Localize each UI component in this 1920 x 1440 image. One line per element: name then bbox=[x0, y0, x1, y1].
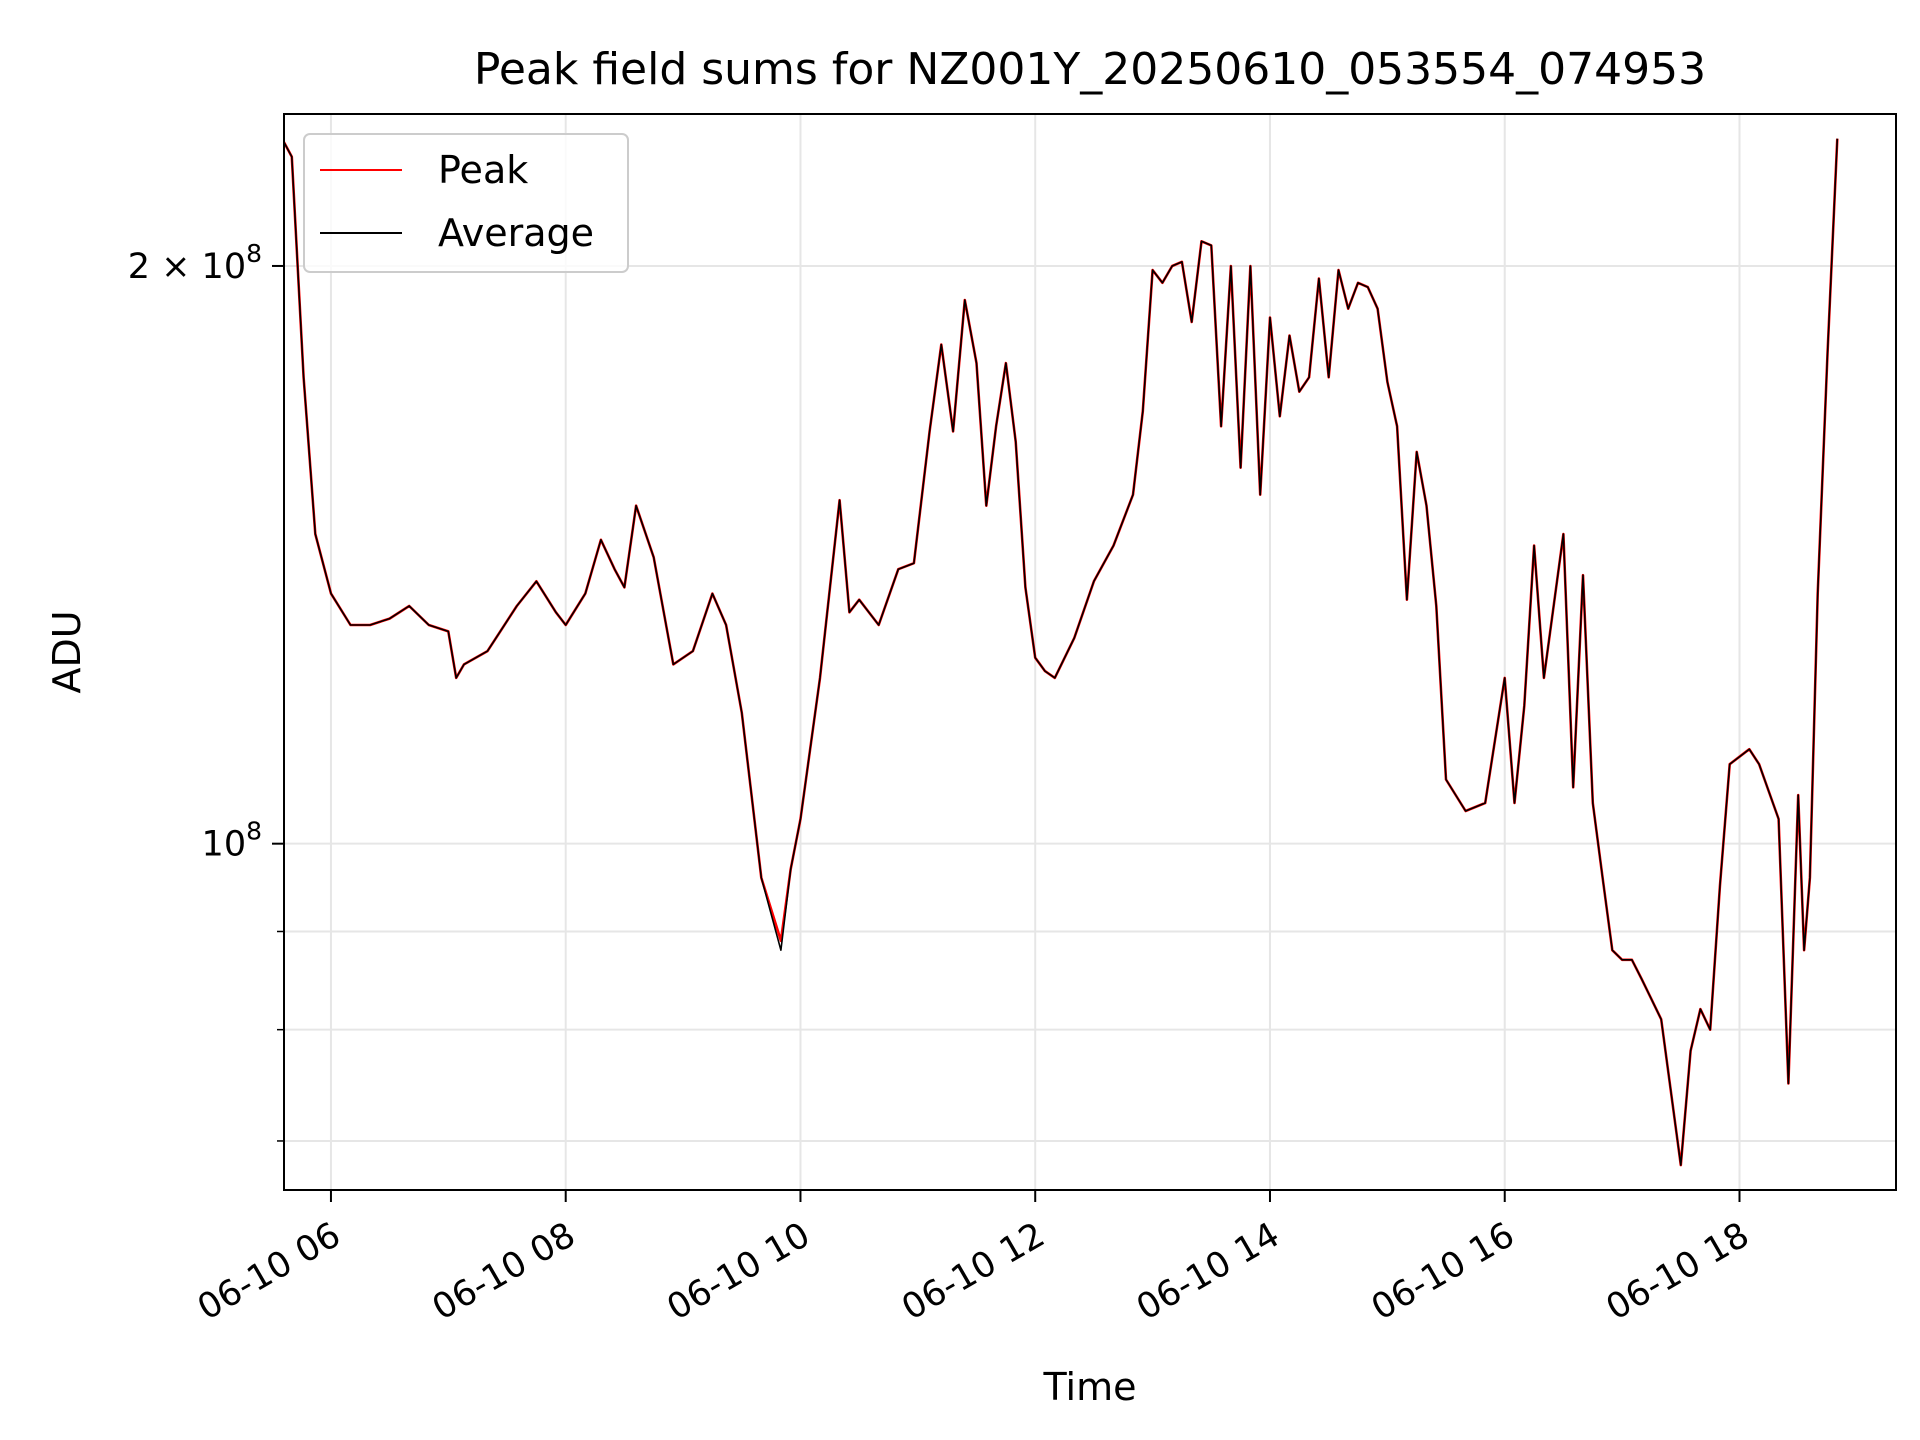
x-tick-label: 06-10 14 bbox=[1130, 1215, 1286, 1328]
legend-box bbox=[303, 133, 629, 273]
y-tick-label-exponent: 8 bbox=[246, 239, 262, 268]
y-tick-label: 108 bbox=[202, 817, 262, 865]
plot-frame bbox=[283, 113, 1897, 1191]
x-tick-label: 06-10 06 bbox=[191, 1215, 347, 1328]
y-axis-label: ADU bbox=[45, 610, 89, 693]
x-axis: 06-10 06 06-10 08 06-10 10 06-10 12 06-10 14… bbox=[191, 1190, 1756, 1328]
y-tick-label-base: 10 bbox=[202, 825, 247, 865]
y-tick-label: 2 × 108 bbox=[128, 239, 262, 287]
legend: Peak Average bbox=[303, 133, 629, 273]
x-axis-label: Time bbox=[1043, 1365, 1137, 1409]
grid-lines bbox=[284, 114, 1896, 1190]
x-tick-label: 06-10 16 bbox=[1365, 1215, 1521, 1328]
x-tick-label: 06-10 08 bbox=[426, 1215, 582, 1328]
series-line-peak bbox=[284, 138, 1839, 1167]
x-tick-label: 06-10 12 bbox=[895, 1215, 1051, 1328]
chart-title: Peak field sums for NZ001Y_20250610_0535… bbox=[474, 44, 1706, 95]
x-tick-label: 06-10 10 bbox=[661, 1215, 817, 1328]
y-tick-label-base: 2 × 10 bbox=[128, 247, 246, 287]
x-tick-label: 06-10 18 bbox=[1600, 1215, 1756, 1328]
plot-area bbox=[284, 138, 1839, 1167]
y-tick-label-exponent: 8 bbox=[246, 817, 262, 846]
legend-average-label: Average bbox=[438, 211, 594, 255]
legend-peak-label: Peak bbox=[438, 148, 528, 192]
series-line-average bbox=[284, 138, 1839, 1166]
